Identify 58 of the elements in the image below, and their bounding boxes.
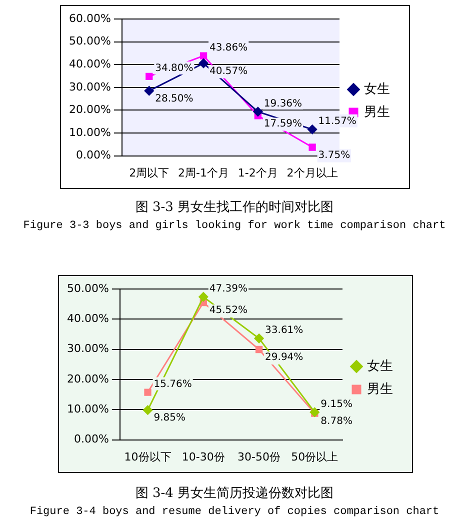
y-tick-label: 0.00% <box>76 148 111 162</box>
point <box>308 124 318 134</box>
y-tick-label: 20.00% <box>68 103 111 116</box>
x-tick-label: 1-2个月 <box>238 166 278 180</box>
y-tick-label: 40.00% <box>68 57 111 70</box>
y-tick-label: 50.00% <box>66 282 109 295</box>
point <box>200 52 208 60</box>
y-tick-label: 30.00% <box>68 80 111 94</box>
y-tick-label: 60.00% <box>68 12 111 25</box>
data-label: 9.85% <box>154 412 186 424</box>
legend-label: 女生 <box>364 82 390 97</box>
y-tick-label: 50.00% <box>68 34 111 48</box>
point <box>144 86 154 96</box>
point <box>198 292 208 302</box>
legend-label: 男生 <box>364 104 390 120</box>
y-tick-label: 30.00% <box>66 342 109 356</box>
y-tick-label: 10.00% <box>66 402 109 416</box>
data-label: 17.59% <box>264 118 302 130</box>
legend-label: 男生 <box>367 382 393 397</box>
point <box>253 106 263 116</box>
point <box>144 388 152 396</box>
x-tick-label: 2个月以上 <box>286 166 338 180</box>
x-tick-label: 2周以下 <box>129 166 170 180</box>
point <box>254 334 264 344</box>
text: Figure 3-3 boys and girls looking for work time comparison chart <box>22 220 447 232</box>
text: 图 3-3 男女生找工作的时间对比图 <box>134 199 335 216</box>
data-label: 19.36% <box>264 98 302 110</box>
data-label: 47.39% <box>209 283 248 294</box>
text: Figure 3-4 boys and resume delivery of copies comparison chart <box>28 506 440 518</box>
x-tick-label: 10-30份 <box>182 450 225 464</box>
y-tick-label: 20.00% <box>66 372 109 386</box>
data-label: 3.75% <box>318 150 350 161</box>
point <box>310 407 320 417</box>
point <box>255 346 263 354</box>
legend-label: 女生 <box>367 358 393 374</box>
y-tick-label: 10.00% <box>68 126 111 139</box>
data-label: 43.86% <box>210 42 248 54</box>
y-tick-label: 0.00% <box>74 432 109 446</box>
x-tick-label: 10份以下 <box>124 450 172 464</box>
x-tick-label: 2周-1个月 <box>178 166 230 180</box>
point <box>308 144 316 151</box>
data-label: 9.15% <box>320 398 352 410</box>
x-tick-label: 30-50份 <box>238 450 281 464</box>
point <box>143 405 153 415</box>
data-label: 33.61% <box>265 325 304 336</box>
data-label: 28.50% <box>155 93 194 104</box>
y-tick-label: 40.00% <box>66 312 109 326</box>
data-label: 34.80% <box>155 63 194 74</box>
data-label: 40.57% <box>210 66 248 77</box>
x-tick-label: 50份以上 <box>291 450 338 464</box>
point <box>198 58 208 68</box>
data-label: 8.78% <box>320 416 352 427</box>
text: 图 3-4 男女生简历投递份数对比图 <box>134 485 335 502</box>
data-label: 45.52% <box>209 305 248 316</box>
data-label: 29.94% <box>265 352 304 364</box>
data-label: 11.57% <box>318 116 356 128</box>
point <box>146 72 153 80</box>
data-label: 15.76% <box>154 378 192 390</box>
